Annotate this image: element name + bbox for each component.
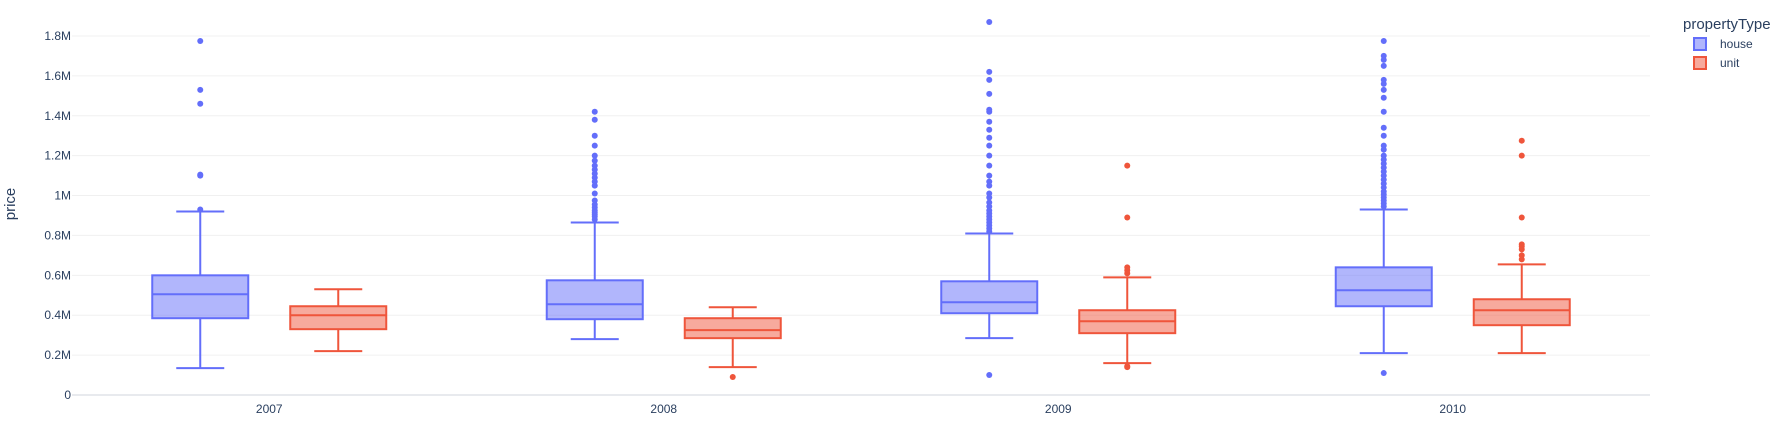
outlier-point xyxy=(591,132,598,139)
outlier-point xyxy=(1380,152,1387,159)
outlier-point xyxy=(591,108,598,115)
outlier-point xyxy=(591,162,598,169)
outlier-point xyxy=(197,100,204,107)
box-unit-2009 xyxy=(1078,162,1177,371)
outlier-point xyxy=(1124,363,1131,370)
y-tick-label: 0.2M xyxy=(44,348,71,362)
legend-title: propertyType xyxy=(1683,16,1771,33)
iqr-box xyxy=(151,274,250,320)
box-house-2008 xyxy=(545,108,644,341)
x-tick-label: 2009 xyxy=(1045,402,1072,416)
iqr-box xyxy=(1334,266,1433,308)
outlier-point xyxy=(986,126,993,133)
outlier-point xyxy=(1124,264,1131,271)
outlier-point xyxy=(1518,241,1525,248)
outlier-point xyxy=(1380,37,1387,44)
box-house-2010 xyxy=(1334,37,1433,377)
outlier-point xyxy=(986,178,993,185)
outlier-point xyxy=(1518,137,1525,144)
axes: 0 0.2M 0.4M 0.6M 0.8M 1M 1.2M 1.4M 1.6M 1.8M 2007 2… xyxy=(44,29,1466,416)
outlier-point xyxy=(197,171,204,178)
outlier-point xyxy=(1518,214,1525,221)
outlier-point xyxy=(1518,152,1525,159)
outlier-point xyxy=(1380,76,1387,83)
y-tick-label: 1.6M xyxy=(44,69,71,83)
box-unit-2007 xyxy=(289,288,388,353)
outlier-point xyxy=(197,206,204,213)
outlier-point xyxy=(986,372,993,379)
outlier-point xyxy=(1380,94,1387,101)
series-house xyxy=(151,19,1433,379)
iqr-box xyxy=(1472,298,1571,327)
outlier-point xyxy=(986,106,993,113)
outlier-point xyxy=(1380,124,1387,131)
legend-item-unit[interactable]: unit xyxy=(1693,56,1740,70)
outlier-point xyxy=(729,374,736,381)
y-tick-label: 0.6M xyxy=(44,268,71,282)
outlier-point xyxy=(1518,252,1525,259)
outlier-point xyxy=(986,190,993,197)
box-house-2007 xyxy=(151,37,250,370)
outlier-point xyxy=(591,197,598,204)
iqr-box xyxy=(683,317,782,340)
outlier-point xyxy=(591,157,598,164)
gridlines xyxy=(72,35,1650,396)
box-house-2009 xyxy=(940,19,1039,379)
outlier-point xyxy=(1124,214,1131,221)
y-tick-label: 1.4M xyxy=(44,109,71,123)
outlier-point xyxy=(986,162,993,169)
outlier-point xyxy=(986,142,993,149)
iqr-box xyxy=(545,279,644,321)
boxes xyxy=(151,19,1571,381)
y-tick-label: 1.8M xyxy=(44,29,71,43)
y-axis-label: price xyxy=(2,188,19,221)
legend-swatch-house xyxy=(1693,37,1707,51)
outlier-point xyxy=(591,142,598,149)
outlier-point xyxy=(1380,142,1387,149)
legend-item-house[interactable]: house xyxy=(1693,37,1753,51)
outlier-point xyxy=(197,86,204,93)
outlier-point xyxy=(986,19,993,26)
outlier-point xyxy=(986,76,993,83)
outlier-point xyxy=(591,152,598,159)
outlier-point xyxy=(986,134,993,141)
x-tick-label: 2008 xyxy=(650,402,677,416)
outlier-point xyxy=(591,190,598,197)
outlier-point xyxy=(986,152,993,159)
y-tick-label: 1.2M xyxy=(44,149,71,163)
box-unit-2010 xyxy=(1472,137,1571,355)
y-tick-label: 0.8M xyxy=(44,228,71,242)
legend-label-house: house xyxy=(1720,37,1753,51)
outlier-point xyxy=(591,116,598,123)
outlier-point xyxy=(1124,162,1131,169)
legend-label-unit: unit xyxy=(1720,56,1740,70)
box-unit-2008 xyxy=(683,306,782,381)
outlier-point xyxy=(986,172,993,179)
x-tick-label: 2007 xyxy=(256,402,283,416)
iqr-box xyxy=(289,305,388,331)
legend-swatch-unit xyxy=(1693,56,1707,70)
outlier-point xyxy=(1380,52,1387,59)
outlier-point xyxy=(986,118,993,125)
x-tick-label: 2010 xyxy=(1439,402,1466,416)
y-tick-label: 1M xyxy=(54,189,71,203)
outlier-point xyxy=(986,90,993,97)
series-unit xyxy=(289,137,1571,381)
y-tick-label: 0 xyxy=(64,388,71,402)
outlier-point xyxy=(1380,86,1387,93)
outlier-point xyxy=(1380,132,1387,139)
iqr-box xyxy=(940,280,1039,315)
outlier-point xyxy=(1380,370,1387,377)
outlier-point xyxy=(986,199,993,206)
legend[interactable]: propertyType house unit xyxy=(1683,16,1771,70)
y-tick-label: 0.4M xyxy=(44,308,71,322)
outlier-point xyxy=(1380,108,1387,115)
outlier-point xyxy=(1380,62,1387,69)
outlier-point xyxy=(197,37,204,44)
outlier-point xyxy=(986,68,993,75)
